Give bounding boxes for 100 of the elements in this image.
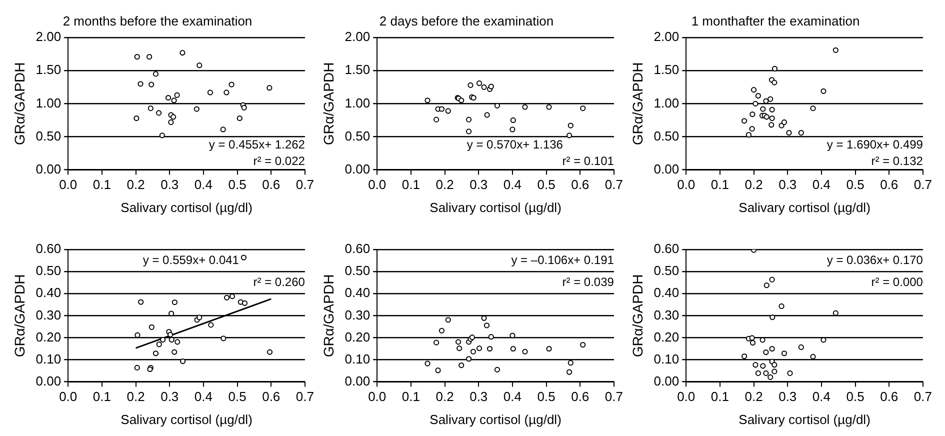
point bbox=[580, 106, 586, 112]
point bbox=[208, 322, 214, 328]
y-tick-label: 2.00 bbox=[344, 29, 370, 44]
point bbox=[810, 106, 816, 112]
x-tick-label: 0.2 bbox=[126, 177, 145, 192]
y-tick-label: 1.50 bbox=[344, 62, 370, 78]
point bbox=[798, 344, 804, 350]
chart-title: 2 days before the examination bbox=[379, 13, 554, 28]
point bbox=[168, 119, 174, 126]
point bbox=[242, 300, 248, 306]
y-tick-label: 1.00 bbox=[36, 95, 62, 110]
x-tick-label: 0.4 bbox=[503, 389, 522, 404]
point bbox=[434, 116, 440, 122]
annotation: y = 1.690x+ 0.499 bbox=[826, 137, 924, 152]
chart-title: 1 monthafter the examination bbox=[691, 13, 860, 28]
point bbox=[749, 126, 755, 132]
x-axis-title: Salivary cortisol (µg/dl) bbox=[738, 200, 870, 215]
point bbox=[134, 54, 140, 60]
y-tick-label: 0.30 bbox=[654, 307, 680, 322]
y-tick-label: 0.60 bbox=[36, 241, 62, 256]
point bbox=[424, 360, 430, 366]
x-tick-label: 0.5 bbox=[846, 389, 864, 404]
point bbox=[750, 87, 757, 93]
x-tick-label: 0.1 bbox=[402, 389, 420, 404]
point bbox=[768, 374, 774, 380]
y-tick-label: 1.00 bbox=[344, 95, 370, 110]
point bbox=[458, 98, 464, 104]
y-tick-label: 1.00 bbox=[654, 95, 680, 110]
y-tick-label: 0.40 bbox=[36, 285, 62, 300]
x-tick-label: 0.2 bbox=[744, 177, 763, 192]
y-tick-label: 0.50 bbox=[654, 128, 680, 144]
point bbox=[522, 104, 528, 110]
y-axis-title: GRα/GAPDH bbox=[11, 274, 28, 358]
point bbox=[180, 358, 186, 364]
point bbox=[763, 370, 769, 376]
point bbox=[786, 130, 792, 136]
point bbox=[781, 350, 788, 356]
point bbox=[494, 366, 500, 372]
x-tick-label: 0.7 bbox=[296, 389, 314, 404]
x-tick-label: 0.3 bbox=[470, 177, 488, 192]
y-axis-title: GRα/GAPDH bbox=[11, 62, 28, 146]
point bbox=[772, 66, 778, 72]
point bbox=[481, 84, 487, 90]
x-axis-title: Salivary cortisol (µg/dl) bbox=[430, 200, 562, 215]
x-tick-label: 0.1 bbox=[402, 177, 420, 192]
point bbox=[484, 112, 490, 118]
x-axis-title: Salivary cortisol (µg/dl) bbox=[120, 412, 252, 427]
point bbox=[229, 294, 236, 300]
point bbox=[470, 348, 476, 354]
point bbox=[138, 81, 144, 87]
point bbox=[167, 332, 174, 338]
point bbox=[764, 282, 770, 288]
point bbox=[522, 348, 528, 354]
x-tick-label: 0.5 bbox=[537, 389, 556, 404]
point bbox=[770, 314, 776, 320]
point bbox=[456, 346, 462, 352]
point bbox=[438, 106, 445, 112]
y-tick-label: 0.10 bbox=[654, 351, 680, 366]
annotation: r² = 0.022 bbox=[253, 154, 306, 168]
annotation: y = –0.106x+ 0.191 bbox=[511, 252, 614, 267]
y-tick-label: 0.10 bbox=[36, 351, 62, 366]
x-axis-title: Salivary cortisol (µg/dl) bbox=[120, 200, 252, 215]
point bbox=[476, 80, 482, 86]
annotation: y = 0.559x+ 0.041 bbox=[142, 252, 240, 267]
point bbox=[760, 363, 766, 369]
y-tick-label: 0.00 bbox=[36, 373, 62, 388]
point bbox=[546, 346, 552, 352]
y-tick-label: 0.00 bbox=[344, 161, 370, 176]
point bbox=[752, 100, 758, 106]
point bbox=[568, 360, 574, 366]
x-tick-label: 0.5 bbox=[228, 177, 246, 192]
x-tick-label: 0.1 bbox=[92, 177, 111, 192]
point bbox=[484, 322, 490, 328]
point bbox=[488, 84, 494, 90]
point bbox=[458, 362, 464, 368]
point bbox=[466, 128, 472, 134]
point bbox=[546, 104, 552, 110]
point bbox=[220, 126, 226, 132]
y-tick-label: 0.40 bbox=[344, 285, 370, 300]
y-tick-label: 0.50 bbox=[344, 263, 370, 278]
x-tick-label: 0.6 bbox=[880, 389, 898, 404]
point bbox=[494, 102, 500, 108]
x-tick-label: 0.3 bbox=[160, 177, 179, 192]
point bbox=[194, 106, 200, 112]
point bbox=[750, 340, 756, 346]
point bbox=[772, 80, 778, 86]
y-tick-label: 0.00 bbox=[654, 161, 680, 176]
y-tick-label: 0.50 bbox=[36, 263, 62, 278]
point bbox=[749, 335, 755, 341]
point bbox=[148, 324, 154, 330]
y-tick-label: 0.20 bbox=[344, 329, 370, 344]
point bbox=[152, 71, 159, 77]
y-tick-label: 0.20 bbox=[36, 329, 62, 344]
chart-title: 2 months before the examination bbox=[62, 13, 252, 28]
point bbox=[152, 350, 159, 356]
point bbox=[466, 116, 472, 122]
point bbox=[787, 370, 793, 376]
point bbox=[138, 299, 144, 305]
x-tick-label: 0.4 bbox=[812, 177, 830, 192]
x-tick-label: 0.1 bbox=[710, 389, 729, 404]
